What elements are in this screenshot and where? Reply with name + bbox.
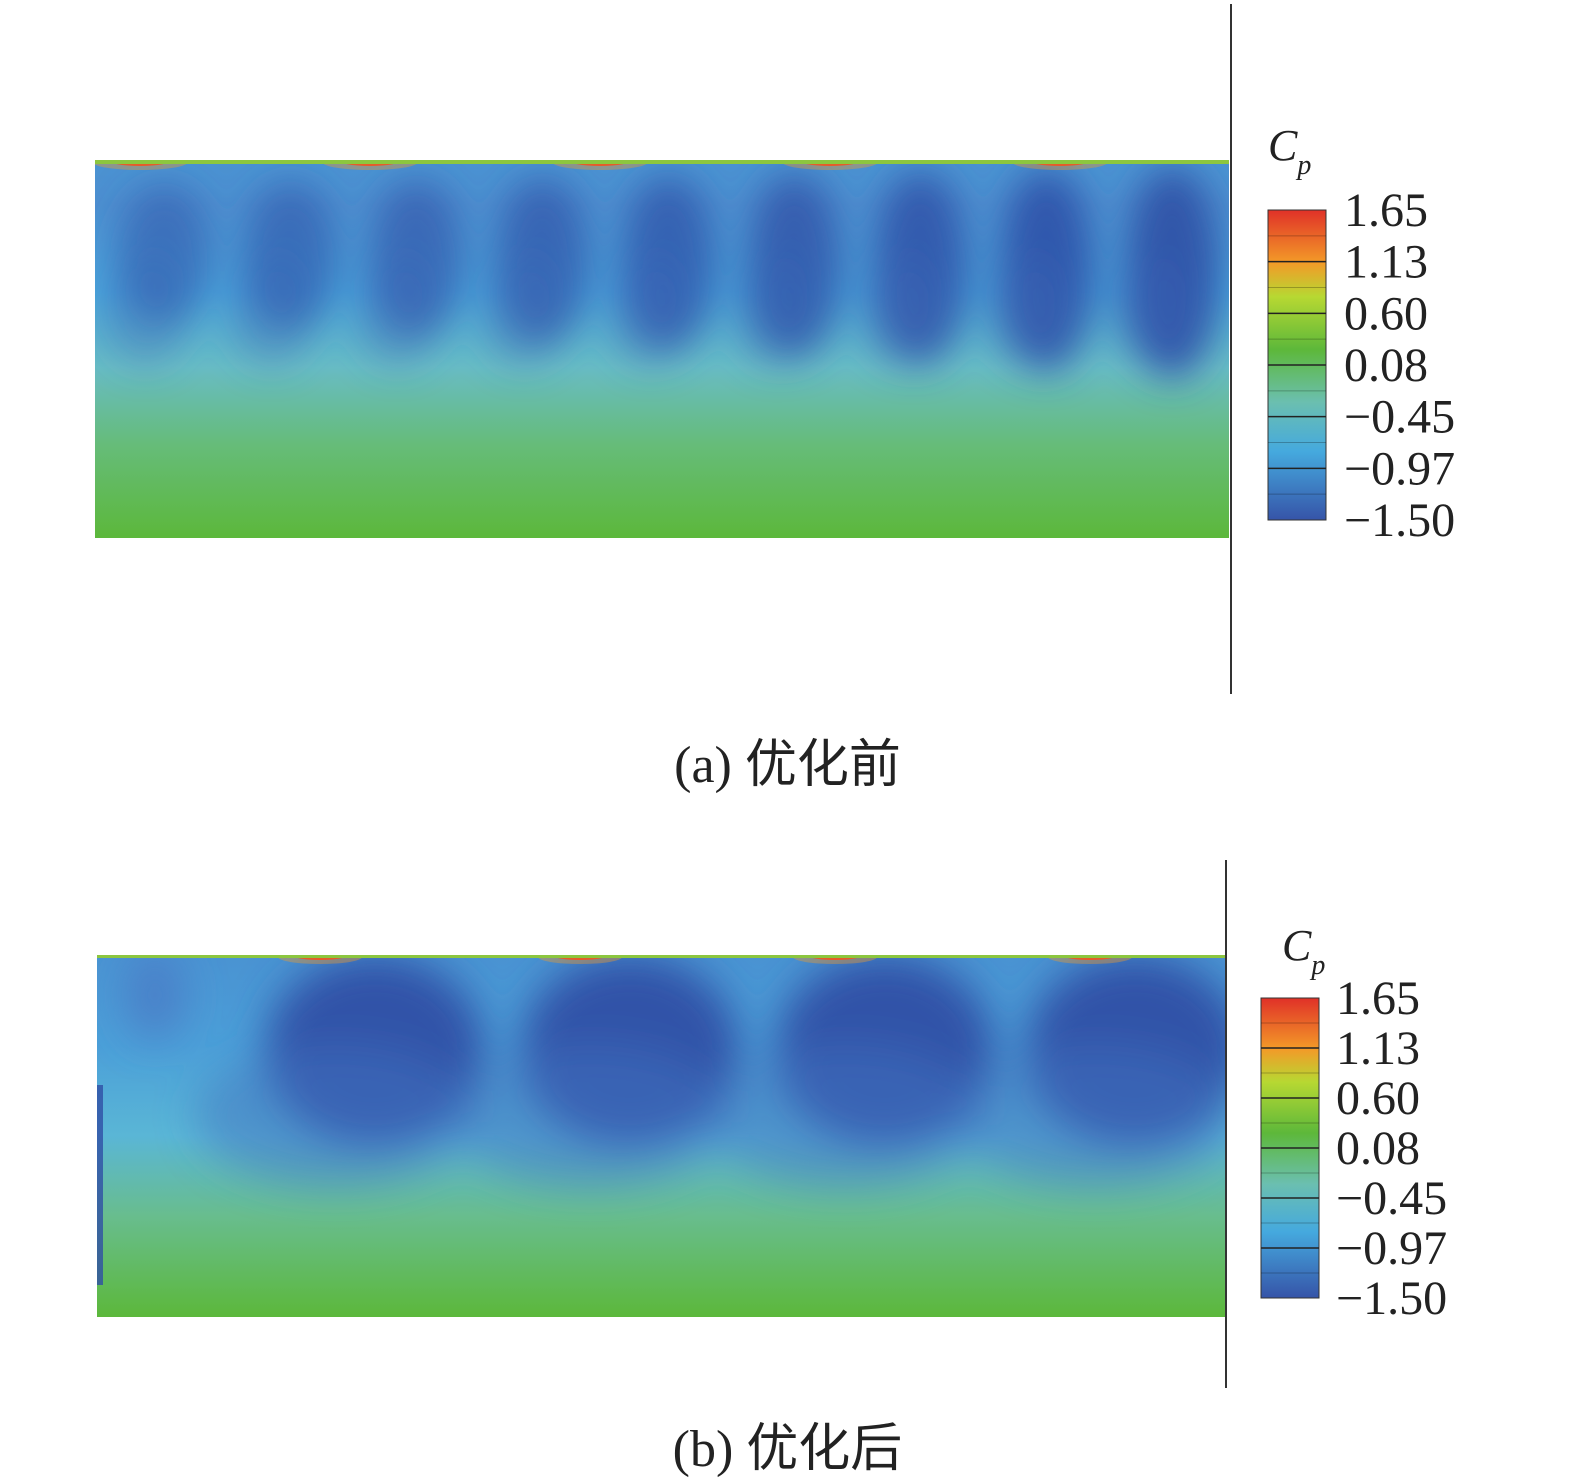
caption-a: (a) 优化前 — [674, 737, 901, 794]
colorbar-tick-label: −0.97 — [1336, 1222, 1447, 1275]
panel-b: Cp 1.65 1.13 0.60 0.08 −0.45 −0.97 −1.50 (b) 优… — [0, 860, 1575, 1480]
colorbar-tick-label: −0.97 — [1344, 442, 1455, 495]
colorbar-tick-label: 0.08 — [1336, 1122, 1420, 1175]
lobe-skirt — [705, 1045, 985, 1185]
corner-cell — [125, 955, 185, 1040]
low-pressure-tail — [354, 255, 441, 365]
low-pressure-tail — [732, 255, 819, 365]
colorbar-tick-label: −1.50 — [1344, 494, 1455, 547]
low-pressure-tail — [984, 255, 1071, 365]
colorbar-tick-label: 1.65 — [1336, 972, 1420, 1025]
colorbar-tick-label: 0.08 — [1344, 339, 1428, 392]
low-pressure-tail — [1110, 255, 1197, 365]
colorbar-tick-label: −1.50 — [1336, 1272, 1447, 1325]
lobe-skirt — [450, 1045, 730, 1185]
contour-plot-b: Cp 1.651.130.600.08−0.45−0.97−1.50 — [97, 860, 1447, 1388]
low-pressure-tail — [606, 255, 693, 365]
lobe-skirt — [955, 1045, 1227, 1185]
colorbar-title-b: Cp — [1282, 921, 1325, 981]
colorbar-tick-label: 1.13 — [1344, 236, 1428, 289]
colorbar-tick-label: 0.60 — [1344, 287, 1428, 340]
panel-a: Cp 1.65 1.13 0.60 0.08 −0.45 −0.97 −1.50 (a) 优… — [95, 4, 1455, 794]
contour-plot-a: Cp 1.651.130.600.08−0.45−0.97−1.50 — [95, 4, 1455, 694]
top-edge — [95, 160, 1229, 164]
colorbar-tick-label: 1.65 — [1344, 184, 1428, 237]
caption-b: (b) 优化后 — [672, 1421, 903, 1478]
colorbar-title-a: Cp — [1268, 121, 1311, 181]
colorbar-tick-label: −0.45 — [1344, 391, 1455, 444]
top-edge — [97, 955, 1227, 958]
colorbar-a: Cp 1.651.130.600.08−0.45−0.97−1.50 — [1267, 121, 1455, 547]
colorbar-tick-label: 0.60 — [1336, 1072, 1420, 1125]
colorbar-b: Cp 1.651.130.600.08−0.45−0.97−1.50 — [1260, 921, 1447, 1325]
colorbar-tick-label: 1.13 — [1336, 1022, 1420, 1075]
low-pressure-tail — [858, 255, 945, 365]
low-pressure-tail — [102, 255, 189, 365]
low-pressure-tail — [480, 255, 567, 365]
left-edge — [97, 1085, 103, 1285]
lobe-skirt — [195, 1045, 475, 1185]
colorbar-tick-label: −0.45 — [1336, 1172, 1447, 1225]
low-pressure-tail — [228, 255, 315, 365]
